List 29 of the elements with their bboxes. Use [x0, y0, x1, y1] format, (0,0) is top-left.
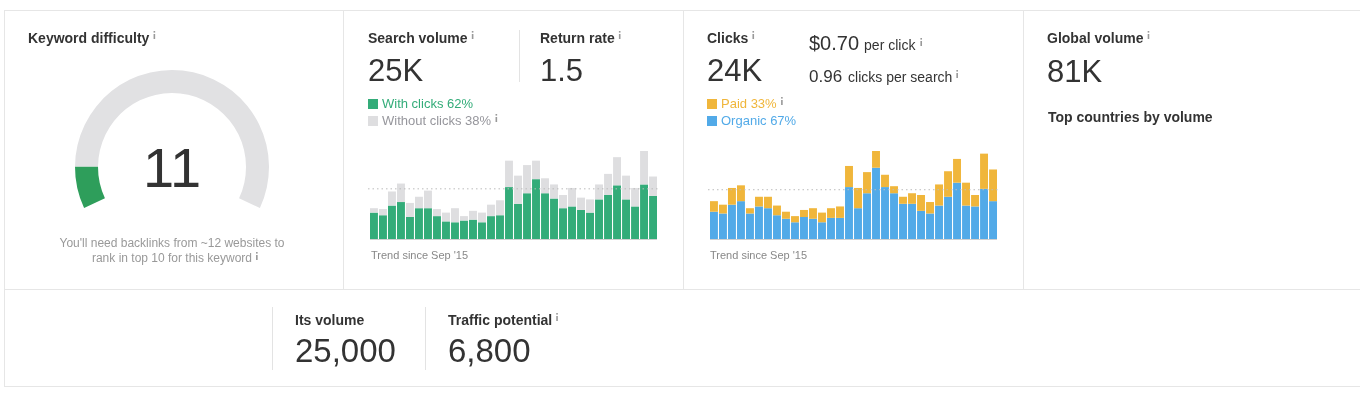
legend-label: With clicks 62%: [382, 96, 474, 111]
chart-title: Search volume: [368, 30, 468, 46]
chart-title: Keyword difficulty: [28, 30, 150, 46]
text: Top countries by volume: [1048, 109, 1213, 125]
text: $0.70: [809, 32, 860, 54]
chart-title: Clicks: [707, 30, 749, 46]
text: Global volume: [1047, 30, 1144, 46]
text: clicks per search: [848, 69, 953, 85]
text: 81K: [1047, 54, 1103, 89]
text: 1.5: [540, 53, 584, 88]
legend-label: Without clicks 38%: [382, 113, 492, 128]
bar: [872, 151, 880, 168]
text: Trend since Sep '15: [710, 249, 808, 261]
text: Traffic potential: [448, 312, 553, 328]
text: Trend since Sep '15: [371, 249, 469, 261]
bar: [845, 165, 853, 188]
legend-label: Organic 67%: [721, 113, 797, 128]
bar: [746, 208, 754, 214]
text: per click: [864, 37, 917, 53]
text: 0.96: [809, 67, 843, 86]
text: 11: [142, 136, 202, 199]
legend-label: Paid 33%: [721, 96, 778, 111]
text: 25K: [368, 53, 424, 88]
text: 24K: [707, 53, 763, 88]
text: Return rate: [540, 30, 615, 46]
text: 6,800: [448, 332, 531, 369]
text: 25,000: [295, 332, 396, 369]
text: You'll need backlinks from ~12 websites to rank in top 10 for this keyword: [59, 236, 285, 265]
text: Its volume: [295, 312, 365, 328]
